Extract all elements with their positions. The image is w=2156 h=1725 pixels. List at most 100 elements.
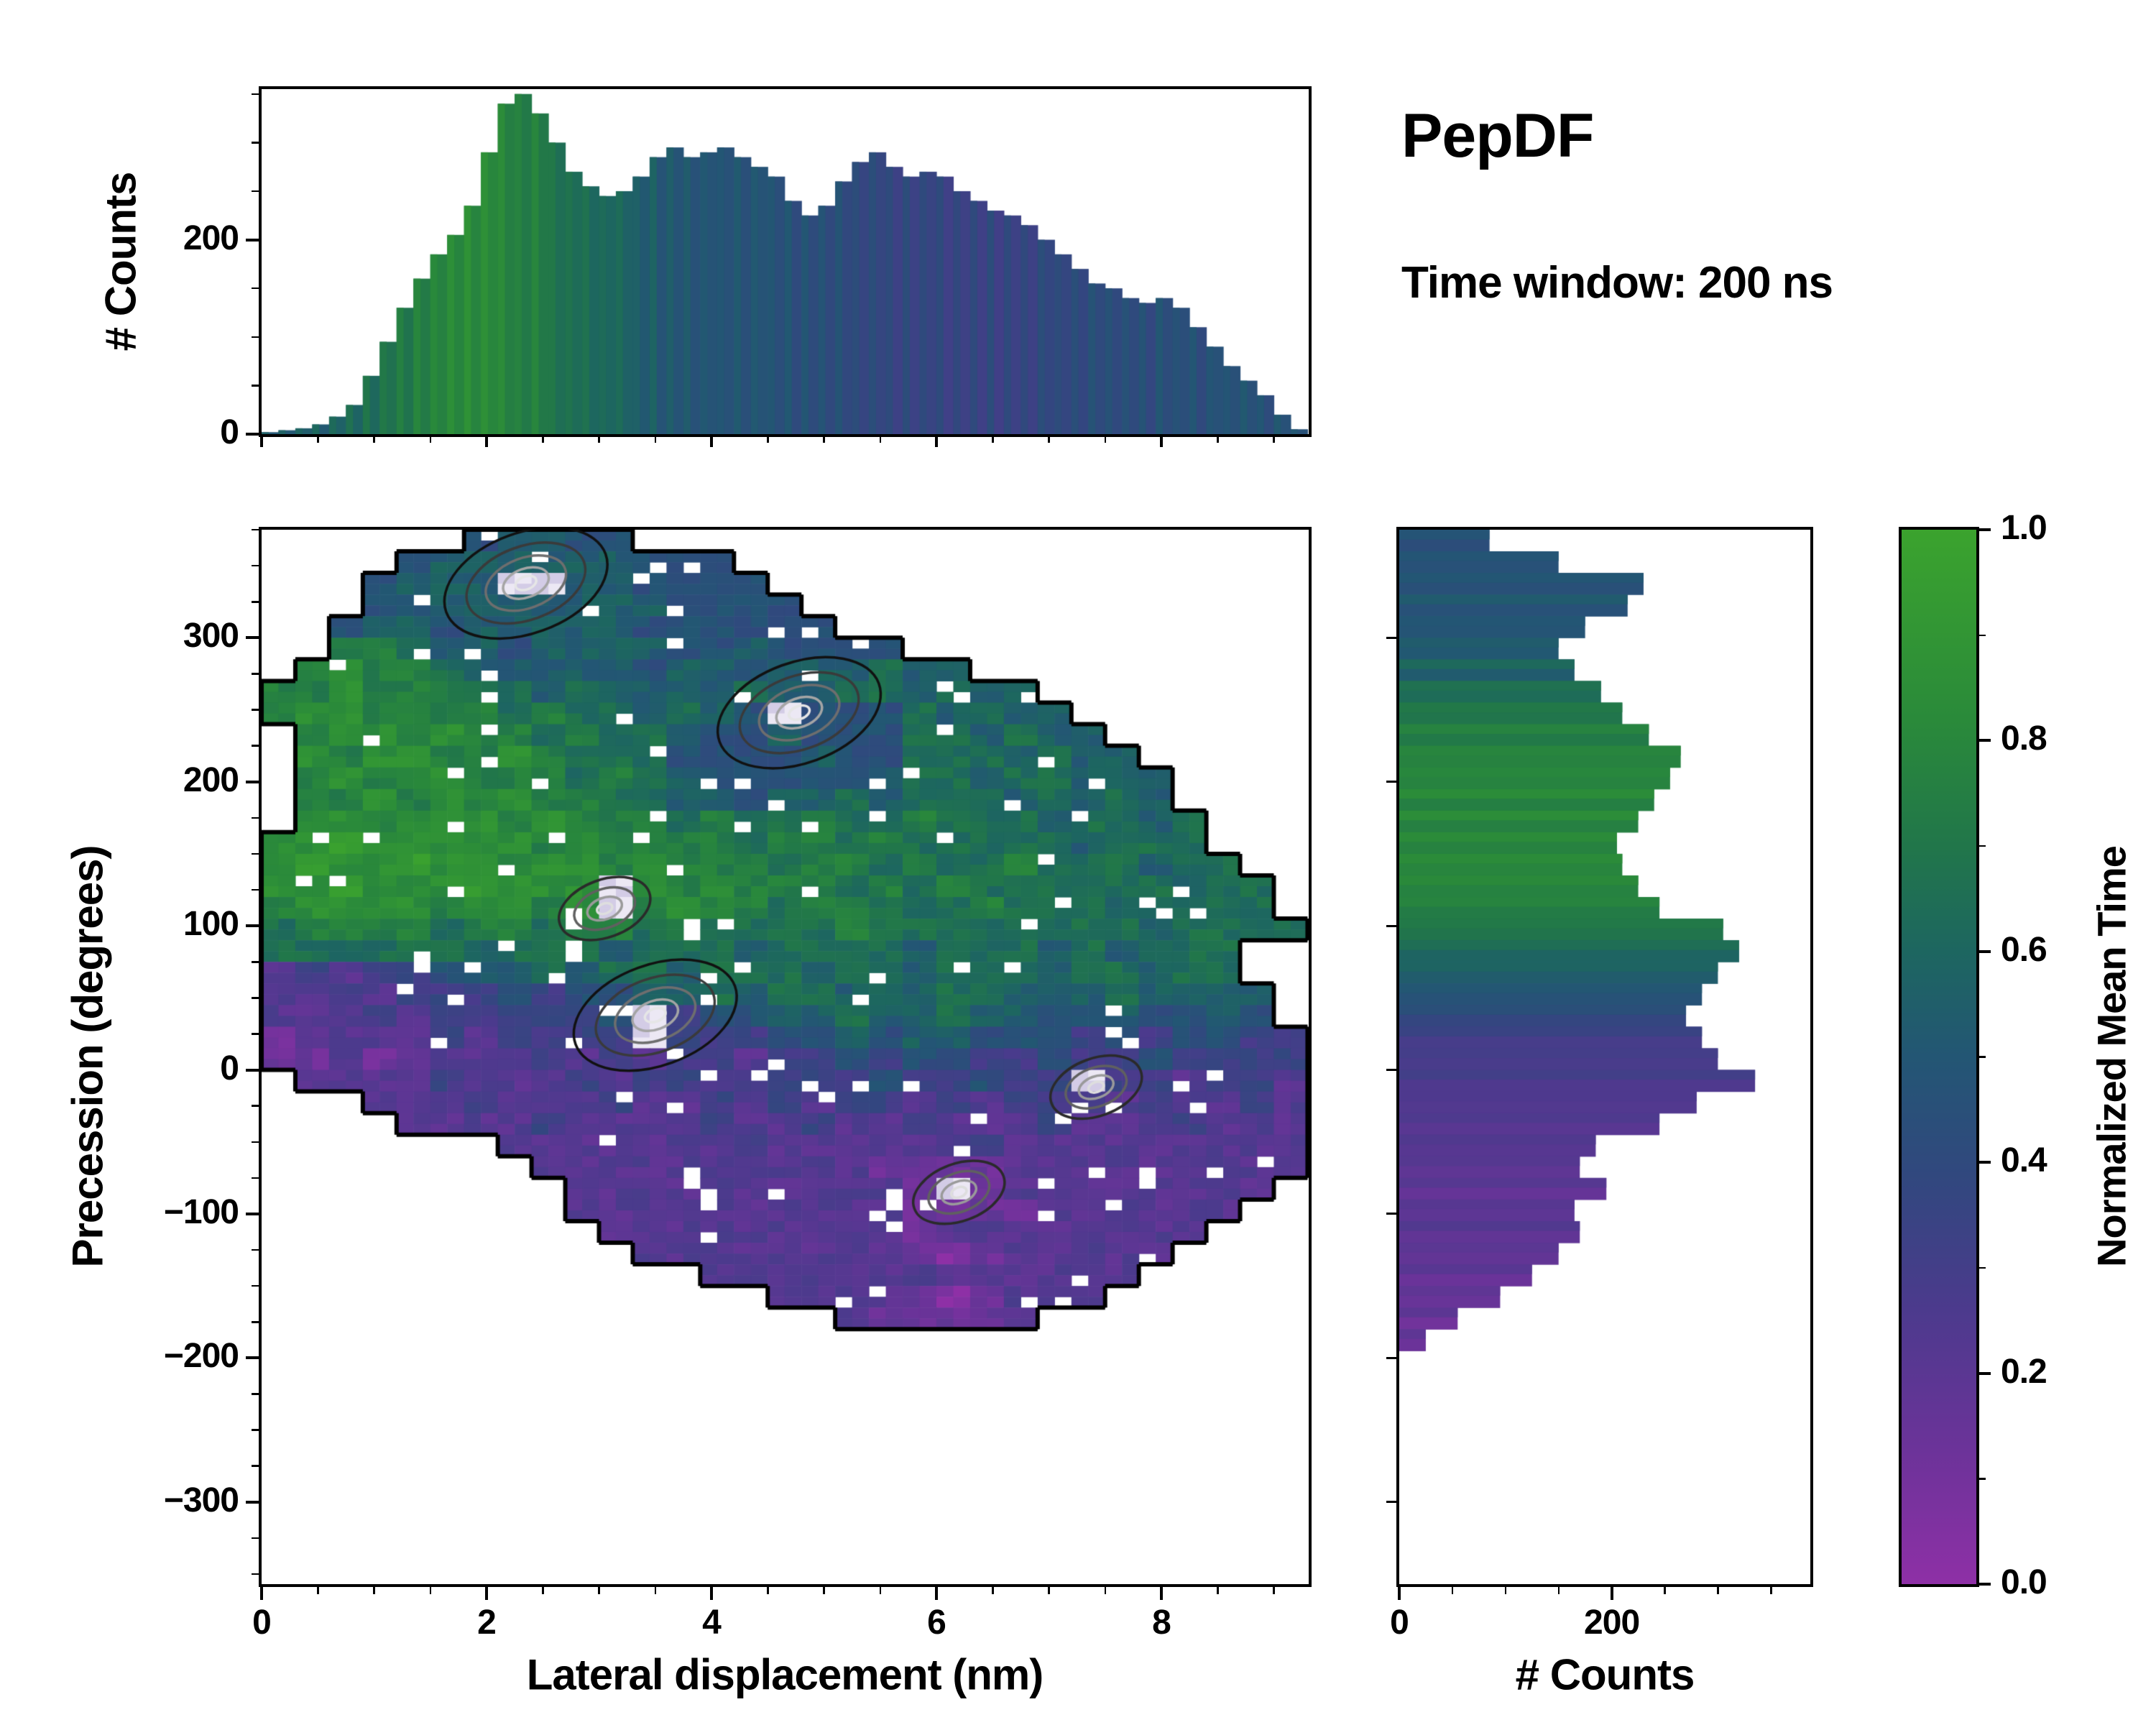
main-y-minor-tick bbox=[252, 1248, 259, 1251]
main-y-minor-tick bbox=[252, 745, 259, 747]
main-x-minor-tick bbox=[1217, 1587, 1219, 1594]
right-x-axis-label: # Counts bbox=[1515, 1650, 1695, 1699]
colorbar-major-tick bbox=[1979, 949, 1991, 953]
main-y-minor-tick bbox=[252, 1105, 259, 1107]
right-y-major-tick bbox=[1386, 781, 1396, 783]
top-x-minor-tick bbox=[429, 437, 432, 443]
right-x-minor-tick bbox=[1557, 1587, 1560, 1594]
main-y-minor-tick bbox=[252, 997, 259, 999]
right-x-minor-tick bbox=[1770, 1587, 1772, 1594]
main-y-tick-label: 0 bbox=[220, 1049, 239, 1087]
top-histogram-canvas bbox=[262, 89, 1309, 434]
main-y-major-tick bbox=[246, 1212, 259, 1215]
main-y-minor-tick bbox=[252, 1573, 259, 1576]
top-x-major-tick bbox=[484, 437, 488, 447]
right-y-major-tick bbox=[1386, 636, 1396, 639]
right-x-minor-tick bbox=[1504, 1587, 1507, 1594]
main-x-major-tick bbox=[709, 1587, 713, 1600]
colorbar-minor-tick bbox=[1979, 1266, 1986, 1269]
top-x-minor-tick bbox=[879, 437, 882, 443]
colorbar-gradient bbox=[1902, 530, 1976, 1584]
main-y-minor-tick bbox=[252, 852, 259, 855]
main-y-tick-label: −100 bbox=[163, 1192, 239, 1231]
right-x-tick-label: 0 bbox=[1390, 1604, 1409, 1642]
colorbar-minor-tick bbox=[1979, 845, 1986, 847]
main-x-tick-label: 0 bbox=[252, 1604, 272, 1642]
main-x-major-tick bbox=[484, 1587, 488, 1600]
top-y-minor-tick bbox=[252, 287, 259, 290]
main-y-minor-tick bbox=[252, 601, 259, 603]
right-x-minor-tick bbox=[1717, 1587, 1719, 1594]
main-heatmap-canvas bbox=[262, 530, 1309, 1584]
top-y-tick-label: 0 bbox=[220, 413, 239, 451]
top-x-minor-tick bbox=[1217, 437, 1219, 443]
right-x-major-tick bbox=[1610, 1587, 1613, 1600]
top-y-minor-tick bbox=[252, 336, 259, 339]
top-x-minor-tick bbox=[767, 437, 769, 443]
top-x-minor-tick bbox=[373, 437, 375, 443]
colorbar-major-tick bbox=[1979, 1161, 1991, 1164]
main-y-minor-tick bbox=[252, 1537, 259, 1540]
top-x-major-tick bbox=[709, 437, 713, 447]
main-y-major-tick bbox=[246, 1068, 259, 1072]
top-y-major-tick bbox=[246, 433, 259, 436]
top-x-minor-tick bbox=[317, 437, 319, 443]
top-y-minor-tick bbox=[252, 142, 259, 144]
right-y-major-tick bbox=[1386, 924, 1396, 927]
colorbar-tick-label: 0.4 bbox=[2001, 1141, 2047, 1180]
main-y-minor-tick bbox=[252, 1033, 259, 1035]
colorbar-tick-label: 0.8 bbox=[2001, 719, 2047, 758]
top-histogram-panel bbox=[259, 86, 1312, 437]
main-y-minor-tick bbox=[252, 1177, 259, 1179]
colorbar-minor-tick bbox=[1979, 634, 1986, 636]
main-y-tick-label: −300 bbox=[163, 1481, 239, 1519]
right-histogram-panel bbox=[1396, 527, 1813, 1587]
main-x-major-tick bbox=[934, 1587, 938, 1600]
main-y-minor-tick bbox=[252, 961, 259, 963]
top-x-minor-tick bbox=[654, 437, 657, 443]
top-x-minor-tick bbox=[1104, 437, 1107, 443]
colorbar-tick-label: 0.0 bbox=[2001, 1563, 2047, 1601]
figure-title: PepDF bbox=[1401, 101, 1594, 170]
main-x-tick-label: 8 bbox=[1152, 1604, 1171, 1642]
main-x-minor-tick bbox=[598, 1587, 600, 1594]
main-x-minor-tick bbox=[1104, 1587, 1107, 1594]
main-y-minor-tick bbox=[252, 888, 259, 891]
right-x-tick-label: 200 bbox=[1584, 1604, 1640, 1642]
main-y-minor-tick bbox=[252, 564, 259, 567]
colorbar-major-tick bbox=[1979, 1583, 1991, 1586]
main-x-minor-tick bbox=[879, 1587, 882, 1594]
main-x-axis-label: Lateral displacement (nm) bbox=[526, 1650, 1044, 1699]
right-x-minor-tick bbox=[1664, 1587, 1666, 1594]
main-x-minor-tick bbox=[654, 1587, 657, 1594]
main-y-minor-tick bbox=[252, 1321, 259, 1323]
main-y-minor-tick bbox=[252, 673, 259, 675]
right-y-major-tick bbox=[1386, 1069, 1396, 1072]
right-y-major-tick bbox=[1386, 1213, 1396, 1215]
main-y-major-tick bbox=[246, 924, 259, 928]
right-y-major-tick bbox=[1386, 1501, 1396, 1504]
top-x-minor-tick bbox=[992, 437, 994, 443]
right-y-major-tick bbox=[1386, 1356, 1396, 1359]
main-heatmap-panel bbox=[259, 527, 1312, 1587]
main-y-minor-tick bbox=[252, 1284, 259, 1287]
colorbar-minor-tick bbox=[1979, 1056, 1986, 1058]
main-x-minor-tick bbox=[373, 1587, 375, 1594]
right-x-major-tick bbox=[1398, 1587, 1401, 1600]
main-x-major-tick bbox=[260, 1587, 263, 1600]
main-y-tick-label: −200 bbox=[163, 1337, 239, 1376]
top-y-major-tick bbox=[246, 238, 259, 242]
colorbar-tick-label: 1.0 bbox=[2001, 509, 2047, 547]
main-y-minor-tick bbox=[252, 1465, 259, 1467]
main-y-tick-label: 200 bbox=[183, 760, 239, 799]
main-y-minor-tick bbox=[252, 1141, 259, 1144]
figure-subtitle: Time window: 200 ns bbox=[1401, 258, 1833, 308]
top-x-minor-tick bbox=[823, 437, 825, 443]
main-y-major-tick bbox=[246, 636, 259, 640]
main-y-tick-label: 300 bbox=[183, 617, 239, 656]
main-x-minor-tick bbox=[1273, 1587, 1275, 1594]
top-y-minor-tick bbox=[252, 93, 259, 96]
main-x-minor-tick bbox=[1048, 1587, 1050, 1594]
main-y-tick-label: 100 bbox=[183, 905, 239, 944]
top-x-minor-tick bbox=[1048, 437, 1050, 443]
